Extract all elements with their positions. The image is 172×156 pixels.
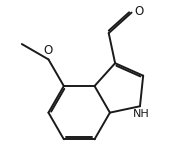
Text: NH: NH (133, 109, 150, 119)
Text: O: O (134, 5, 144, 18)
Text: O: O (44, 44, 53, 57)
